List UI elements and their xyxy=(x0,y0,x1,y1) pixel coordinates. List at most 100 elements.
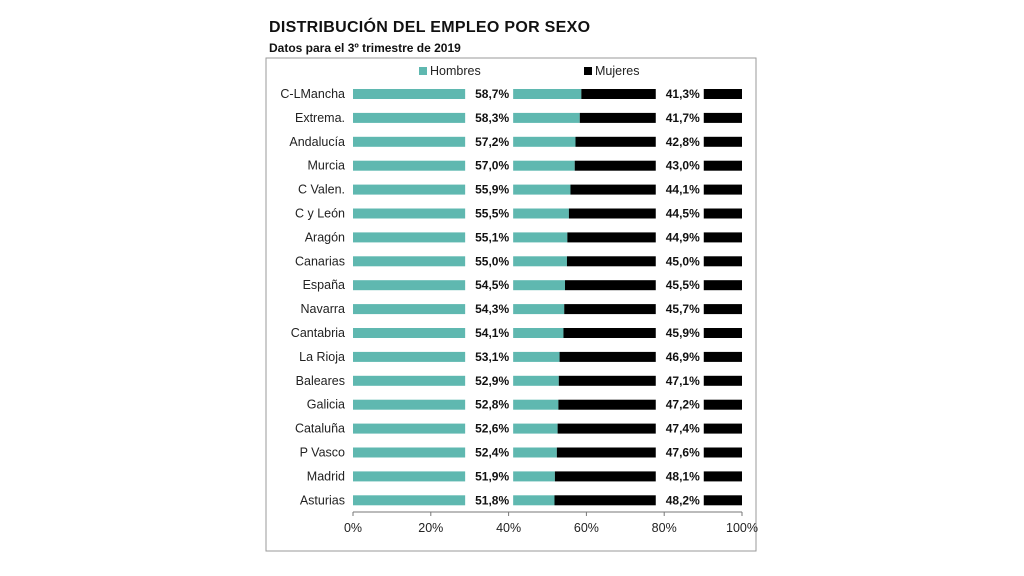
bar-hombres xyxy=(353,423,558,434)
data-label-mujeres: 47,6% xyxy=(666,446,700,460)
data-label-mujeres: 43,0% xyxy=(666,159,700,173)
data-label-hombres: 55,0% xyxy=(475,254,509,268)
data-label-mujeres: 42,8% xyxy=(666,135,700,149)
label-box-hombres xyxy=(465,134,514,149)
legend-label-hombres: Hombres xyxy=(430,64,481,78)
bar-mujeres xyxy=(565,280,742,291)
label-box-mujeres xyxy=(655,158,704,173)
chart-subtitle: Datos para el 3º trimestre de 2019 xyxy=(269,41,461,55)
label-box-hombres xyxy=(465,326,514,340)
data-label-mujeres: 41,3% xyxy=(666,87,700,101)
category-label: Cantabria xyxy=(291,326,345,340)
data-label-hombres: 51,9% xyxy=(475,469,509,483)
label-box-mujeres xyxy=(655,87,704,101)
label-box-hombres xyxy=(465,469,514,484)
data-label-hombres: 57,2% xyxy=(475,135,509,149)
category-label: Extrema. xyxy=(295,111,345,125)
label-box-hombres xyxy=(465,254,514,269)
label-box-mujeres xyxy=(655,182,704,197)
legend: Hombres Mujeres xyxy=(419,64,639,78)
bar-mujeres xyxy=(568,208,742,219)
bar-hombres xyxy=(353,399,559,410)
label-box-mujeres xyxy=(655,206,704,221)
label-box-mujeres xyxy=(655,445,704,460)
data-label-mujeres: 41,7% xyxy=(666,111,700,125)
category-label: Andalucía xyxy=(289,135,345,149)
chart-frame xyxy=(265,57,757,552)
data-label-mujeres: 45,0% xyxy=(666,254,700,268)
label-box-hombres xyxy=(465,445,514,460)
bars-group: C-LMancha 58,7% 41,3% Extrema. 58,3% 41,7% And… xyxy=(280,87,742,508)
bar-hombres xyxy=(353,208,569,219)
data-label-mujeres: 45,5% xyxy=(666,278,700,292)
data-label-hombres: 54,1% xyxy=(475,326,509,340)
bar-mujeres xyxy=(563,328,742,338)
category-label: Navarra xyxy=(301,302,346,316)
bar-mujeres xyxy=(566,256,742,267)
bar-hombres xyxy=(353,447,557,458)
bar-hombres xyxy=(353,471,555,482)
label-box-hombres xyxy=(465,493,514,508)
category-label: La Rioja xyxy=(299,350,345,364)
label-box-hombres xyxy=(465,182,514,197)
bar-mujeres xyxy=(558,399,742,410)
category-label: España xyxy=(303,278,345,292)
bar-hombres xyxy=(353,495,555,506)
data-label-hombres: 53,1% xyxy=(475,350,509,364)
bar-hombres xyxy=(353,136,576,147)
x-tick-label: 0% xyxy=(344,521,362,535)
category-label: Cataluña xyxy=(295,422,345,436)
x-tick-label: 40% xyxy=(496,521,521,535)
data-label-hombres: 52,6% xyxy=(475,422,509,436)
label-box-mujeres xyxy=(655,302,704,317)
bar-mujeres xyxy=(559,351,742,362)
label-box-mujeres xyxy=(655,326,704,340)
category-label: Asturias xyxy=(300,493,345,507)
x-tick-label: 20% xyxy=(418,521,443,535)
data-label-mujeres: 44,5% xyxy=(666,207,700,221)
label-box-mujeres xyxy=(655,373,704,388)
data-label-hombres: 52,8% xyxy=(475,398,509,412)
x-tick-label: 100% xyxy=(726,521,758,535)
x-axis: 0% 20% 40% 60% 80% 100% xyxy=(344,511,758,535)
label-box-hombres xyxy=(465,397,514,412)
bar-mujeres xyxy=(557,423,742,434)
label-box-hombres xyxy=(465,373,514,388)
data-label-mujeres: 44,9% xyxy=(666,230,700,244)
label-box-hombres xyxy=(465,349,514,364)
legend-swatch-hombres xyxy=(419,67,427,75)
data-label-hombres: 55,1% xyxy=(475,230,509,244)
data-label-hombres: 57,0% xyxy=(475,159,509,173)
data-label-mujeres: 45,9% xyxy=(666,326,700,340)
data-label-mujeres: 47,2% xyxy=(666,398,700,412)
label-box-mujeres xyxy=(655,134,704,149)
label-box-mujeres xyxy=(655,349,704,364)
label-box-mujeres xyxy=(655,110,704,125)
bar-hombres xyxy=(353,375,559,386)
bar-hombres xyxy=(353,160,575,171)
label-box-mujeres xyxy=(655,254,704,269)
legend-label-mujeres: Mujeres xyxy=(595,64,639,78)
label-box-mujeres xyxy=(655,493,704,508)
data-label-hombres: 54,5% xyxy=(475,278,509,292)
label-box-hombres xyxy=(465,110,514,125)
data-label-hombres: 58,7% xyxy=(475,87,509,101)
label-box-hombres xyxy=(465,206,514,221)
chart-title: DISTRIBUCIÓN DEL EMPLEO POR SEXO xyxy=(269,19,591,36)
bar-hombres xyxy=(353,256,567,267)
data-label-hombres: 58,3% xyxy=(475,111,509,125)
category-label: C-LMancha xyxy=(280,87,345,101)
data-label-hombres: 54,3% xyxy=(475,302,509,316)
data-label-mujeres: 47,1% xyxy=(666,374,700,388)
category-label: Madrid xyxy=(307,469,345,483)
data-label-hombres: 52,9% xyxy=(475,374,509,388)
data-label-hombres: 52,4% xyxy=(475,446,509,460)
bar-hombres xyxy=(353,351,560,362)
label-box-mujeres xyxy=(655,469,704,484)
label-box-mujeres xyxy=(655,278,704,293)
category-label: Canarias xyxy=(295,254,345,268)
category-label: Murcia xyxy=(307,159,345,173)
data-label-hombres: 55,9% xyxy=(475,183,509,197)
label-box-hombres xyxy=(465,87,514,101)
